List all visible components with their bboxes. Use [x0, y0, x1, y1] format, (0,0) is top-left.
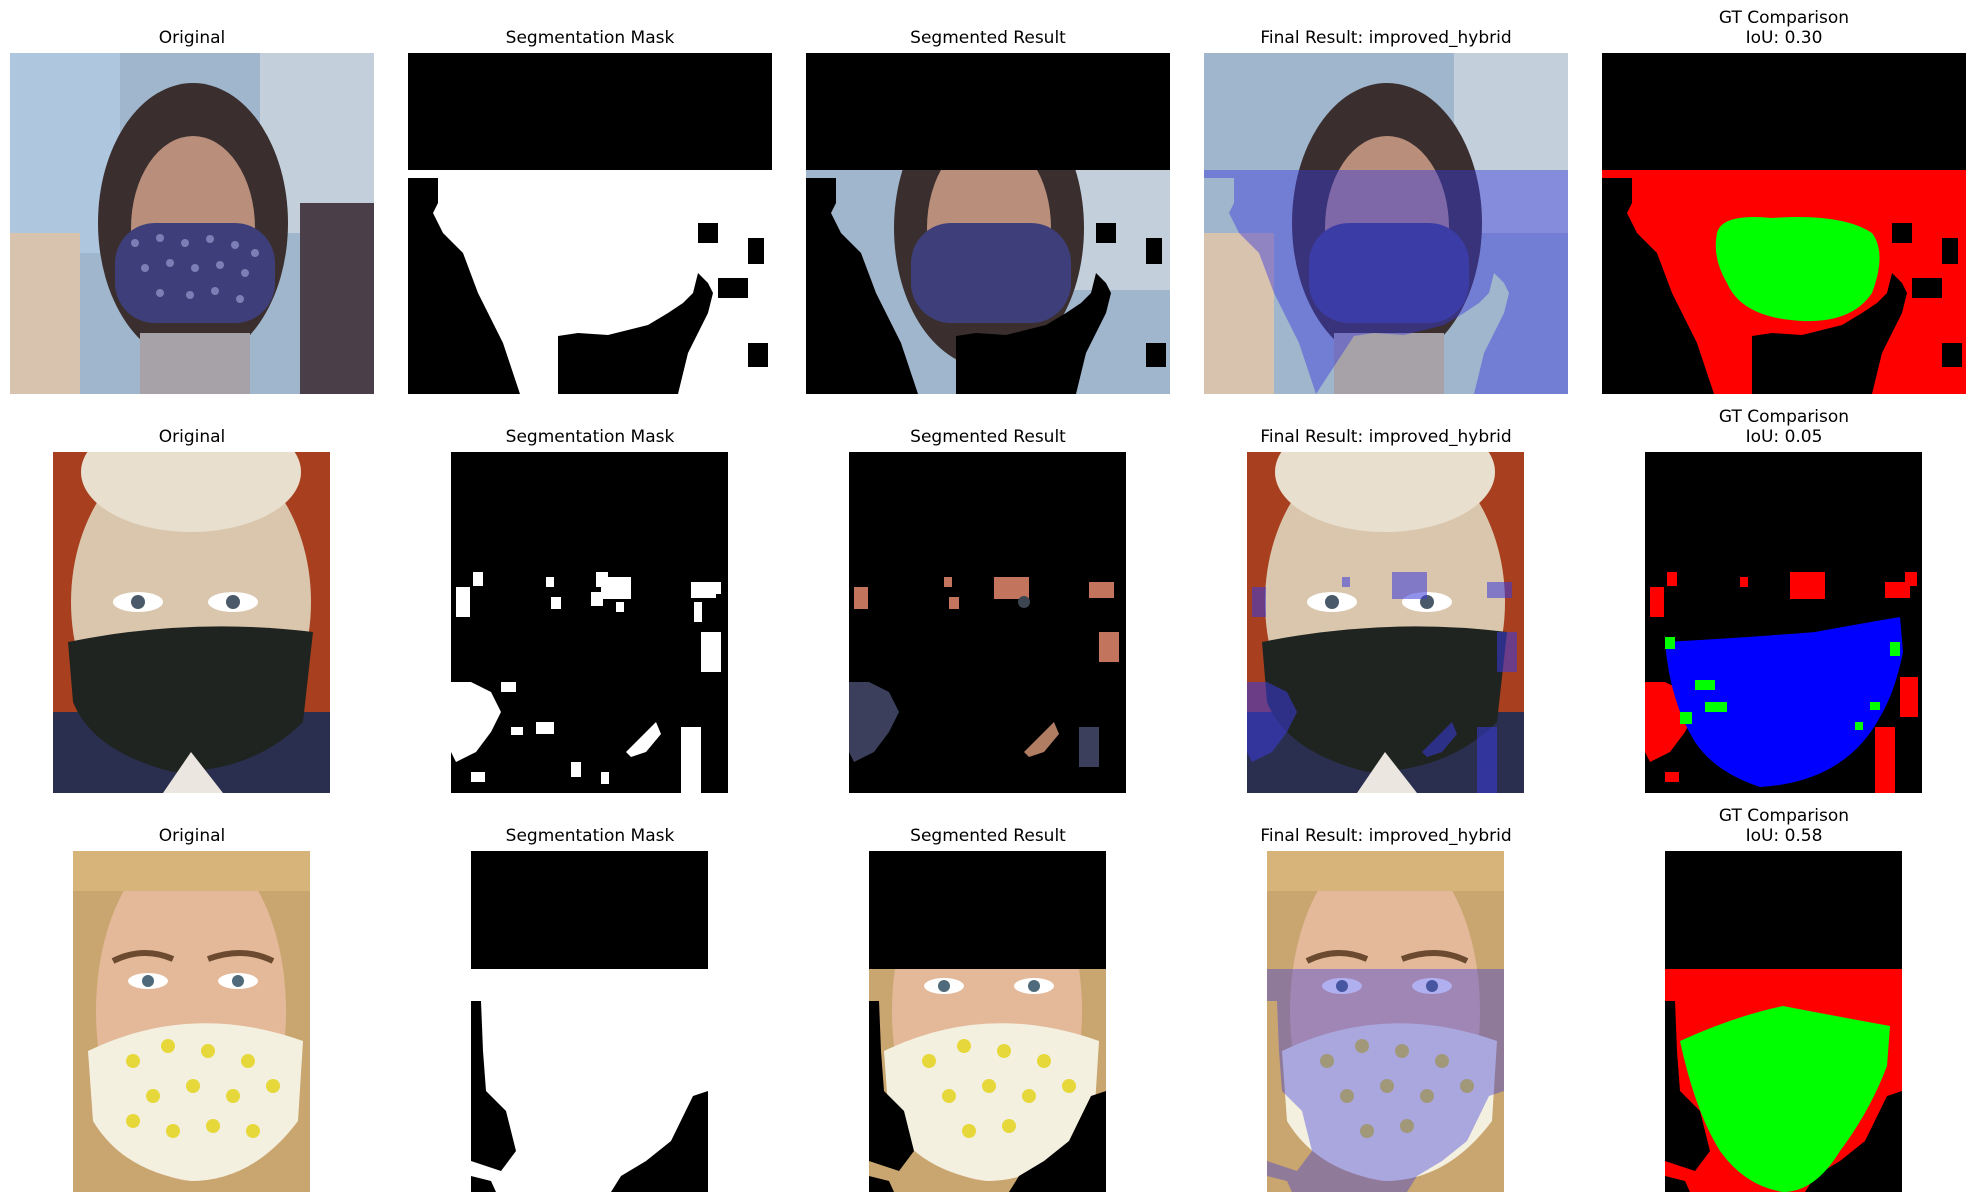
panel-title-segmentation-mask: Segmentation Mask	[505, 28, 675, 48]
segmented-result-image	[849, 452, 1126, 793]
panel-title-final-result: Final Result: improved_hybrid	[1260, 427, 1512, 447]
segmentation-mask-image	[471, 851, 708, 1192]
panel-title-segmented-result: Segmented Result	[910, 427, 1066, 447]
segmented-result-image	[869, 851, 1106, 1192]
panel-title-final-result: Final Result: improved_hybrid	[1260, 28, 1512, 48]
gt-comparison-image	[1602, 53, 1966, 394]
gt-comparison-image	[1645, 452, 1922, 793]
segmentation-mask-image	[408, 53, 772, 394]
final-result-overlay-image	[1247, 452, 1524, 793]
panel-title-segmented-result: Segmented Result	[910, 28, 1066, 48]
final-result-overlay-image	[1267, 851, 1504, 1192]
panel-title-iou: IoU: 0.05	[1745, 427, 1823, 447]
panel-title-original: Original	[158, 28, 226, 48]
gt-comparison-image	[1665, 851, 1902, 1192]
panel-title-original: Original	[158, 826, 226, 846]
original-image	[10, 53, 374, 394]
segmented-result-image	[806, 53, 1170, 394]
panel-title-gt-comparison: GT Comparison	[1718, 8, 1850, 28]
original-image	[53, 452, 330, 793]
panel-title-iou: IoU: 0.30	[1745, 28, 1823, 48]
panel-title-segmentation-mask: Segmentation Mask	[505, 826, 675, 846]
panel-title-gt-comparison: GT Comparison	[1718, 407, 1850, 427]
panel-title-final-result: Final Result: improved_hybrid	[1260, 826, 1512, 846]
panel-title-segmentation-mask: Segmentation Mask	[505, 427, 675, 447]
panel-title-gt-comparison: GT Comparison	[1718, 806, 1850, 826]
final-result-overlay-image	[1204, 53, 1568, 394]
segmentation-mask-image	[451, 452, 728, 793]
panel-title-original: Original	[158, 427, 226, 447]
panel-title-iou: IoU: 0.58	[1745, 826, 1823, 846]
panel-title-segmented-result: Segmented Result	[910, 826, 1066, 846]
original-image	[73, 851, 310, 1192]
